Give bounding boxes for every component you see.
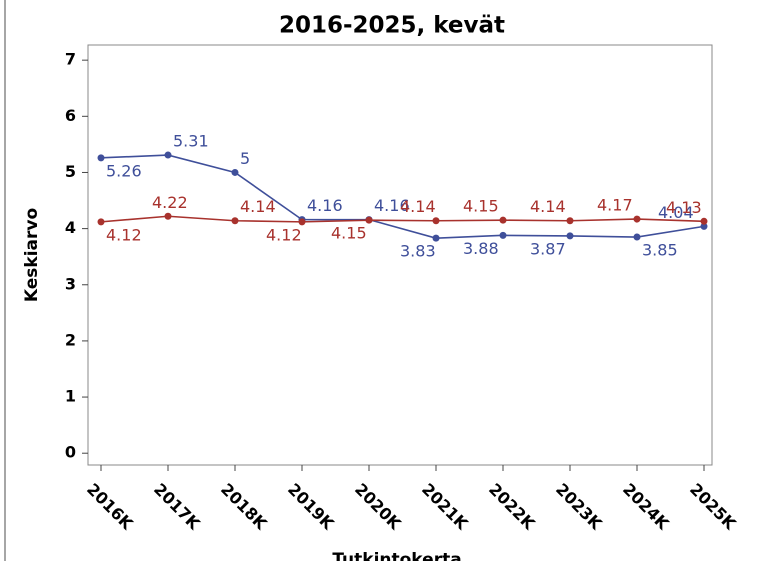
data-point <box>432 234 440 242</box>
data-label: 3.85 <box>642 241 678 260</box>
x-tick-label: 2022K <box>485 480 539 534</box>
x-tick-label: 2025K <box>686 480 740 534</box>
data-point <box>432 217 440 225</box>
data-point <box>231 168 239 176</box>
x-tick-label: 2023K <box>552 480 606 534</box>
data-label: 5.26 <box>106 161 142 180</box>
y-tick-label: 2 <box>65 330 76 349</box>
data-point <box>633 233 641 241</box>
data-label: 5.31 <box>173 132 209 151</box>
data-label: 4.04 <box>658 203 694 222</box>
data-point <box>97 154 105 162</box>
data-label: 4.16 <box>307 196 343 215</box>
data-label: 4.15 <box>463 197 499 216</box>
data-label: 4.12 <box>266 225 302 244</box>
y-axis-label: Keskiarvo <box>22 208 42 302</box>
data-label: 4.16 <box>374 196 410 215</box>
data-label: 4.17 <box>597 196 633 215</box>
data-point <box>700 217 708 225</box>
y-tick-label: 5 <box>65 162 76 181</box>
x-tick-label: 2018K <box>217 480 271 534</box>
data-label: 3.87 <box>530 239 566 258</box>
series-line <box>100 154 705 239</box>
data-point <box>231 217 239 225</box>
data-point <box>164 151 172 159</box>
x-tick-label: 2024K <box>619 480 673 534</box>
data-point <box>566 217 574 225</box>
x-tick-label: 2019K <box>284 480 338 534</box>
data-point <box>298 218 306 226</box>
data-point <box>633 215 641 223</box>
y-tick-label: 0 <box>65 443 76 462</box>
x-tick-label: 2021K <box>418 480 472 534</box>
data-point <box>700 222 708 230</box>
data-label: 4.13 <box>666 198 702 217</box>
y-tick-label: 6 <box>65 106 76 125</box>
data-point <box>164 212 172 220</box>
data-label: 4.15 <box>331 224 367 243</box>
plot-frame <box>87 44 713 466</box>
data-label: 4.22 <box>152 193 188 212</box>
y-tick-label: 3 <box>65 274 76 293</box>
data-point <box>499 216 507 224</box>
data-point <box>97 218 105 226</box>
data-label: 4.14 <box>240 197 276 216</box>
data-label: 5 <box>240 149 250 168</box>
data-label: 3.83 <box>400 242 436 261</box>
y-tick-label: 4 <box>65 218 76 237</box>
data-label: 4.14 <box>530 197 566 216</box>
data-label: 3.88 <box>463 239 499 258</box>
x-tick-label: 2017K <box>150 480 204 534</box>
data-label: 4.14 <box>400 197 436 216</box>
y-tick-label: 7 <box>65 50 76 69</box>
x-axis-label: Tutkintokerta <box>332 550 461 561</box>
data-point <box>499 231 507 239</box>
y-tick-label: 1 <box>65 387 76 406</box>
data-label: 4.12 <box>106 225 142 244</box>
x-tick-label: 2016K <box>83 480 137 534</box>
series-line <box>100 215 705 223</box>
x-tick-label: 2020K <box>351 480 405 534</box>
data-point <box>566 232 574 240</box>
data-point <box>365 216 373 224</box>
chart-title: 2016-2025, kevät <box>279 13 505 39</box>
